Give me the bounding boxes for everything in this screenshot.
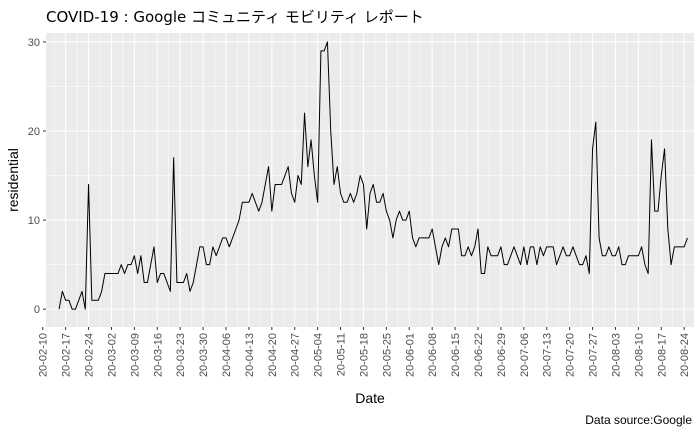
- y-axis-title: residential: [5, 148, 21, 212]
- x-tick-label: 20-04-13: [244, 333, 256, 377]
- chart-caption: Data source:Google: [585, 413, 692, 427]
- x-tick-label: 20-02-24: [84, 333, 96, 377]
- x-tick-label: 20-05-25: [381, 333, 393, 377]
- x-tick-label: 20-04-06: [221, 333, 233, 377]
- x-tick-label: 20-06-29: [496, 333, 508, 377]
- x-tick-label: 20-08-03: [610, 333, 622, 377]
- x-tick-label: 20-05-18: [358, 333, 370, 377]
- x-tick-label: 20-07-13: [542, 333, 554, 377]
- chart-title: COVID-19 : Google コミュニティ モビリティ レポート: [46, 8, 424, 26]
- x-tick-label: 20-03-02: [106, 333, 118, 377]
- plot-panel: [46, 33, 694, 327]
- x-tick-label: 20-02-10: [38, 333, 50, 377]
- x-tick-label: 20-08-24: [679, 333, 691, 377]
- x-tick-label: 20-04-20: [267, 333, 279, 377]
- x-axis: 20-02-10 20-02-17 20-02-24 20-03-02 20-03-09…: [38, 327, 691, 377]
- x-tick-label: 20-08-17: [656, 333, 668, 377]
- x-tick-label: 20-05-11: [336, 333, 348, 376]
- x-tick-label: 20-05-04: [313, 333, 325, 377]
- x-tick-label: 20-02-17: [61, 333, 73, 377]
- x-tick-label: 20-04-27: [290, 333, 302, 377]
- x-tick-label: 20-03-09: [129, 333, 141, 377]
- x-tick-label: 20-06-08: [427, 333, 439, 377]
- x-tick-label: 20-08-10: [633, 333, 645, 377]
- x-axis-title: Date: [355, 390, 385, 406]
- series-group: [58, 41, 688, 310]
- x-tick-label: 20-07-27: [588, 333, 600, 377]
- x-tick-label: 20-07-20: [565, 333, 577, 377]
- x-tick-label: 20-07-06: [519, 333, 531, 377]
- grid-lines: [42, 33, 694, 327]
- x-tick-label: 20-03-30: [198, 333, 210, 377]
- y-tick-label: 20: [28, 126, 40, 138]
- x-tick-label: 20-03-23: [175, 333, 187, 377]
- x-tick-label: 20-06-22: [473, 333, 485, 377]
- y-tick-label: 10: [28, 215, 40, 227]
- series-line-1: [58, 41, 688, 310]
- y-tick-label: 0: [34, 304, 40, 316]
- y-tick-label: 30: [28, 37, 40, 49]
- y-axis: 0 10 20 30: [28, 37, 46, 316]
- x-tick-label: 20-03-16: [152, 333, 164, 377]
- x-tick-label: 20-06-15: [450, 333, 462, 377]
- x-tick-label: 20-06-01: [404, 333, 416, 377]
